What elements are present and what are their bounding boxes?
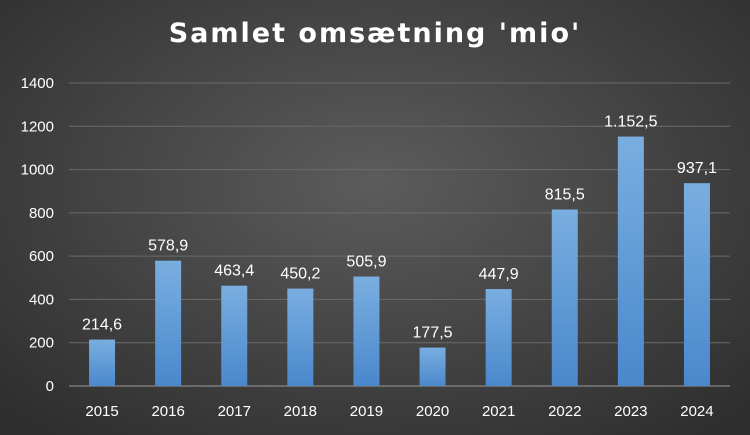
bar (287, 288, 314, 386)
bar (353, 276, 380, 386)
data-label: 450,2 (280, 266, 320, 283)
y-tick-label: 600 (29, 248, 54, 265)
x-tick-label: 2019 (350, 403, 383, 420)
bar (683, 183, 710, 386)
y-tick-label: 800 (29, 205, 54, 222)
x-tick-label: 2015 (85, 403, 118, 420)
chart-title: Samlet omsætning 'mio' (168, 18, 582, 49)
bar (221, 285, 248, 386)
x-tick-label: 2018 (284, 403, 317, 420)
y-tick-label: 200 (29, 335, 54, 352)
bar (551, 209, 578, 386)
bar (419, 347, 446, 386)
x-tick-label: 2022 (548, 403, 581, 420)
data-label: 463,4 (214, 263, 254, 280)
data-label: 937,1 (677, 160, 717, 177)
y-tick-label: 1200 (21, 118, 54, 135)
y-tick-label: 1000 (21, 162, 54, 179)
x-tick-label: 2021 (482, 403, 515, 420)
data-label: 1.152,5 (604, 114, 657, 131)
bar (155, 260, 182, 386)
x-tick-label: 2023 (614, 403, 647, 420)
data-label: 578,9 (148, 238, 188, 255)
x-tick-label: 2024 (680, 403, 713, 420)
x-tick-label: 2020 (416, 403, 449, 420)
data-label: 447,9 (479, 266, 519, 283)
y-tick-label: 0 (46, 378, 54, 395)
data-label: 505,9 (346, 254, 386, 271)
x-tick-label: 2016 (151, 403, 184, 420)
y-tick-label: 400 (29, 291, 54, 308)
data-label: 214,6 (82, 317, 122, 334)
data-label: 815,5 (545, 187, 585, 204)
y-tick-label: 1400 (21, 75, 54, 92)
bar (617, 136, 644, 386)
bar (89, 339, 116, 386)
data-label: 177,5 (413, 325, 453, 342)
x-tick-label: 2017 (218, 403, 251, 420)
bar (485, 289, 512, 386)
